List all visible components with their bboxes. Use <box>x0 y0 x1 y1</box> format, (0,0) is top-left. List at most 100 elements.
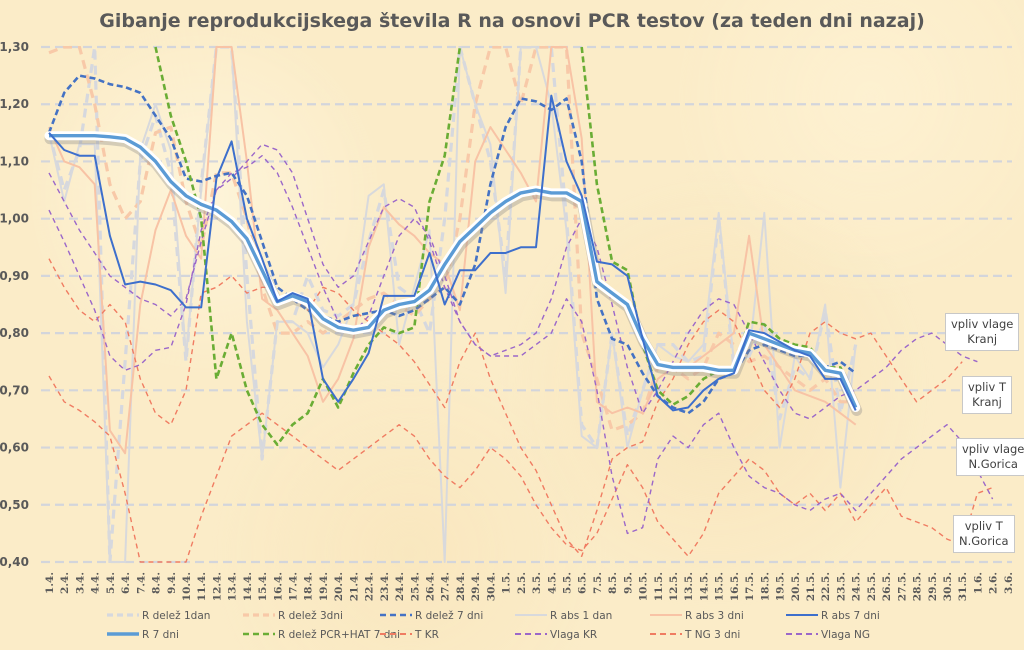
x-tick-label: 13.5. <box>683 572 695 601</box>
series-r-abs-7-dni <box>48 94 857 412</box>
x-tick-label: 30.4. <box>485 572 497 601</box>
x-tick-label: 8.5. <box>607 572 619 594</box>
legend-item-r-dele-3dni: R delež 3dni <box>243 610 343 622</box>
x-tick-label: 1.4. <box>44 572 56 594</box>
x-tick-label: 1.6. <box>972 572 984 594</box>
annotation-line: N.Gorica <box>968 457 1018 471</box>
legend-label: R delež 3dni <box>278 610 343 622</box>
x-tick-label: 14.5. <box>698 572 710 601</box>
x-tick-label: 22.4. <box>364 572 376 601</box>
legend-item-r-abs-3-dni: R abs 3 dni <box>650 610 744 622</box>
y-tick-label: 0,70 <box>0 383 29 397</box>
y-tick-label: 0,90 <box>0 269 29 283</box>
x-tick-label: 11.5. <box>653 572 665 601</box>
x-tick-label: 9.4. <box>166 572 178 594</box>
legend-item-r-dele-pcr-hat-7-dni: R delež PCR+HAT 7 dni <box>243 629 400 641</box>
y-tick-label: 0,60 <box>0 441 29 455</box>
annotation-line: vpliv vlage <box>951 317 1014 331</box>
x-tick-label: 13.4. <box>227 572 239 601</box>
legend: R delež 1dan R delež 3dni R delež 7 dni R a… <box>107 610 880 641</box>
legend-item-r-abs-1-dan: R abs 1 dan <box>515 610 612 622</box>
annotation-vpliv-t-kranj: vpliv T Kranj <box>962 376 1012 414</box>
x-tick-label: 4.5. <box>546 572 558 594</box>
series-t-ng-3-dni <box>48 375 993 563</box>
x-axis: 1.4. 2.4. 3.4. 4.4. 5.4. 6.4. 7.4. 8.4. 9.4. 10.4… <box>44 572 1015 601</box>
legend-label: T NG 3 dni <box>684 629 740 641</box>
series-vlaga-ng <box>48 155 994 535</box>
x-tick-label: 18.4. <box>303 572 315 601</box>
annotation-line: vpliv T <box>968 380 1006 394</box>
x-tick-label: 15.5. <box>714 572 726 601</box>
y-tick-label: 0,50 <box>0 498 29 512</box>
x-tick-label: 19.4. <box>318 572 330 601</box>
x-tick-label: 24.5. <box>851 572 863 601</box>
series-line <box>48 375 993 563</box>
x-tick-label: 3.4. <box>74 572 86 594</box>
legend-item-r-dele-7-dni: R delež 7 dni <box>380 610 483 622</box>
annotation-vpliv-vlage-kranj: vpliv vlage Kranj <box>945 313 1020 351</box>
legend-item-t-kr: T KR <box>380 629 439 641</box>
x-tick-label: 6.4. <box>120 572 132 594</box>
annotation-vpliv-vlage-ngorica: vpliv vlage N.Gorica <box>956 438 1024 476</box>
x-tick-label: 31.5. <box>957 572 969 601</box>
grid <box>41 45 1012 564</box>
x-tick-label: 11.4. <box>196 572 208 601</box>
x-tick-label: 17.5. <box>744 572 756 601</box>
series-line <box>49 134 858 409</box>
x-tick-label: 4.4. <box>90 572 102 594</box>
y-tick-label: 1,20 <box>0 97 29 111</box>
x-tick-label: 27.5. <box>896 572 908 601</box>
series-r-7-dni <box>44 131 863 416</box>
y-tick-label: 0,40 <box>0 555 29 569</box>
legend-label: T KR <box>414 629 439 641</box>
x-tick-label: 2.6. <box>988 572 1000 594</box>
legend-item-t-ng-3-dni: T NG 3 dni <box>650 629 740 641</box>
x-tick-label: 26.5. <box>881 572 893 601</box>
x-tick-label: 3.5. <box>531 572 543 594</box>
x-tick-label: 17.4. <box>288 572 300 601</box>
x-tick-label: 28.5. <box>912 572 924 601</box>
x-tick-label: 29.4. <box>470 572 482 601</box>
annotation-vpliv-t-ngorica: vpliv T N.Gorica <box>953 515 1015 553</box>
x-tick-label: 6.5. <box>577 572 589 594</box>
y-tick-label: 1,10 <box>0 154 29 168</box>
x-tick-label: 7.4. <box>135 572 147 594</box>
legend-item-r-abs-7-dni: R abs 7 dni <box>786 610 880 622</box>
y-tick-label: 0,80 <box>0 326 29 340</box>
x-tick-label: 5.5. <box>561 572 573 594</box>
y-tick-label: 1,00 <box>0 212 29 226</box>
x-tick-label: 15.4. <box>257 572 269 601</box>
legend-item-r-7-dni: R 7 dni <box>107 629 179 641</box>
legend-label: R 7 dni <box>142 629 179 641</box>
x-tick-label: 12.4. <box>211 572 223 601</box>
x-tick-label: 8.4. <box>151 572 163 594</box>
annotation-line: vpliv vlage <box>962 442 1024 456</box>
x-tick-label: 29.5. <box>927 572 939 601</box>
annotation-line: Kranj <box>967 332 998 346</box>
x-tick-label: 5.4. <box>105 572 117 594</box>
series-vlaga-kr <box>48 143 978 420</box>
x-tick-label: 19.5. <box>775 572 787 601</box>
series-t-kr <box>48 258 963 557</box>
x-tick-label: 30.5. <box>942 572 954 601</box>
annotation-line: Kranj <box>972 395 1002 409</box>
x-tick-label: 9.5. <box>622 572 634 594</box>
x-tick-label: 27.4. <box>440 572 452 601</box>
x-tick-label: 3.6. <box>1003 572 1015 594</box>
legend-label: R delež 7 dni <box>415 610 483 622</box>
annotation-line: N.Gorica <box>959 534 1009 548</box>
x-tick-label: 28.4. <box>455 572 467 601</box>
chart-title: Gibanje reprodukcijskega števila R na os… <box>99 10 925 32</box>
x-tick-label: 10.5. <box>638 572 650 601</box>
legend-item-vlaga-kr: Vlaga KR <box>515 629 597 641</box>
series-line <box>48 258 963 557</box>
x-tick-label: 1.5. <box>501 572 513 594</box>
x-tick-label: 20.4. <box>333 572 345 601</box>
legend-item-vlaga-ng: Vlaga NG <box>786 629 870 641</box>
x-tick-label: 2.5. <box>516 572 528 594</box>
legend-item-r-dele-1dan: R delež 1dan <box>107 610 210 622</box>
series-line <box>48 143 978 420</box>
x-tick-label: 25.5. <box>866 572 878 601</box>
legend-label: R delež 1dan <box>142 610 210 622</box>
